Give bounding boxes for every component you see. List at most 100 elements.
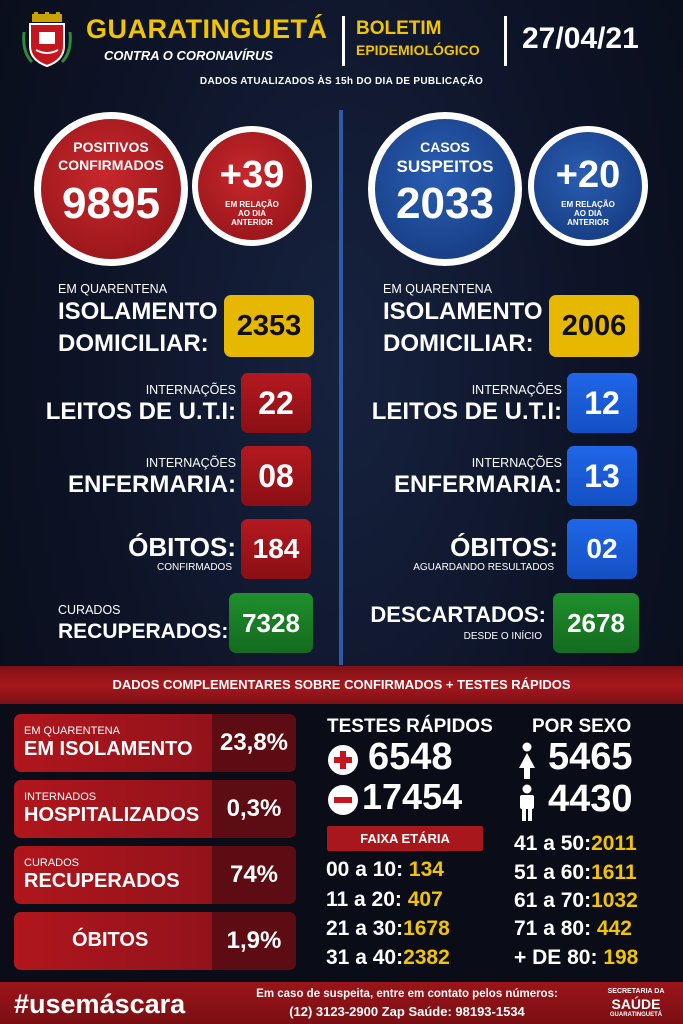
tests-title: TESTES RÁPIDOS: [327, 716, 493, 737]
sex-male-value: 4430: [548, 778, 633, 820]
suspected-delta-circle: +20 EM RELAÇÃO AO DIA ANTERIOR: [528, 126, 648, 246]
age-label: 21 a 30:: [326, 917, 404, 940]
right-obitos-label: ÓBITOS:: [450, 532, 558, 562]
age-label: 00 a 10:: [326, 858, 404, 881]
suspected-delta-value: +20: [555, 154, 621, 196]
delta-note-3: ANTERIOR: [231, 218, 273, 227]
plus-circle-icon: [328, 745, 358, 775]
delta-note-1: EM RELAÇÃO: [561, 200, 615, 209]
delta-note-3: ANTERIOR: [567, 218, 609, 227]
right-enf-value: 13: [567, 446, 637, 506]
age-row: 71 a 80: 442: [514, 917, 632, 941]
city-name: GUARATINGUETÁ: [86, 14, 328, 44]
header-divider-2: [504, 16, 507, 66]
right-iso-value: 2006: [549, 295, 639, 357]
age-label: 31 a 40:: [326, 946, 404, 969]
right-obitos-small: AGUARDANDO RESULTADOS: [413, 562, 554, 573]
left-iso-value: 2353: [224, 295, 314, 357]
right-uti-small: INTERNAÇÕES: [471, 383, 562, 397]
age-value: 198: [603, 946, 639, 969]
right-enf-label: ENFERMARIA:: [394, 471, 562, 498]
percent-small: INTERNADOS: [24, 791, 97, 803]
secretaria-label: SECRETARIA DA: [607, 988, 665, 995]
sex-female-value: 5465: [548, 736, 633, 778]
delta-note-2: AO DIA: [574, 209, 602, 218]
left-obitos-small: CONFIRMADOS: [157, 562, 232, 573]
percent-small: EM QUARENTENA: [24, 725, 120, 737]
age-value: 442: [596, 917, 632, 940]
tests-positive-value: 6548: [368, 736, 453, 778]
right-uti-value: 12: [567, 373, 637, 433]
age-value: 1611: [591, 861, 637, 884]
footer-phone-line: (12) 3123-2900 Zap Saúde: 98193-1534: [289, 1004, 525, 1019]
age-value: 1678: [403, 917, 450, 940]
percent-value: 23,8%: [212, 714, 296, 772]
age-label: 61 a 70:: [514, 889, 592, 912]
update-note: DADOS ATUALIZADOS ÀS 15h DO DIA DE PUBLI…: [199, 76, 484, 87]
complementary-band: DADOS COMPLEMENTARES SOBRE CONFIRMADOS +…: [0, 666, 683, 704]
bulletin-subtitle: EPIDEMIOLÓGICO: [356, 42, 480, 58]
sex-title: POR SEXO: [532, 716, 632, 737]
right-uti-label: LEITOS DE U.T.I:: [371, 398, 562, 425]
percent-card-hospitalized: INTERNADOS HOSPITALIZADOS 0,3%: [14, 780, 296, 838]
percent-label: ÓBITOS: [72, 929, 149, 951]
percent-small: CURADOS: [24, 857, 80, 869]
left-iso-small: EM QUARENTENA: [58, 282, 168, 296]
left-uti-value: 22: [241, 373, 311, 433]
right-iso-label-2: DOMICILIAR:: [383, 330, 534, 357]
age-value: 407: [407, 888, 443, 911]
age-label: 51 a 60:: [514, 861, 592, 884]
age-label: 71 a 80:: [514, 917, 592, 940]
suspected-label-2: SUSPEITOS: [396, 157, 494, 176]
suspected-value: 2033: [396, 179, 494, 228]
confirmed-label-1: POSITIVOS: [73, 139, 149, 155]
column-divider: [339, 110, 343, 665]
right-iso-label-1: ISOLAMENTO: [383, 298, 543, 325]
age-title: FAIXA ETÁRIA: [327, 826, 483, 851]
left-iso-label-1: ISOLAMENTO: [58, 298, 218, 325]
confirmed-label-2: CONFIRMADOS: [58, 157, 164, 173]
left-cur-value: 7328: [229, 593, 313, 653]
percent-value: 74%: [212, 846, 296, 904]
hashtag: #usemáscara: [14, 989, 186, 1019]
delta-note-1: EM RELAÇÃO: [225, 200, 279, 209]
percent-label: RECUPERADOS: [24, 870, 180, 892]
age-label: 11 a 20:: [326, 888, 402, 911]
age-value: 2382: [403, 946, 450, 969]
left-uti-label: LEITOS DE U.T.I:: [45, 398, 236, 425]
confirmed-delta-circle: +39 EM RELAÇÃO AO DIA ANTERIOR: [192, 126, 312, 246]
confirmed-circle: POSITIVOS CONFIRMADOS 9895: [34, 112, 188, 266]
secretaria-city: GUARATINGUETÁ: [609, 1012, 663, 1018]
age-label: 41 a 50:: [514, 832, 592, 855]
right-desc-label: DESCARTADOS:: [370, 602, 546, 627]
left-enf-label: ENFERMARIA:: [68, 471, 236, 498]
confirmed-delta-value: +39: [219, 154, 285, 196]
right-enf-small: INTERNAÇÕES: [471, 456, 562, 470]
bulletin-date: 27/04/21: [522, 22, 639, 55]
male-icon: [520, 784, 534, 821]
age-row: 51 a 60:1611: [514, 861, 637, 885]
right-obitos-value: 02: [567, 519, 637, 579]
left-obitos-value: 184: [241, 519, 311, 579]
age-row: 21 a 30:1678: [326, 917, 450, 941]
footer-contact-line: Em caso de suspeita, entre em contato pe…: [256, 988, 558, 1000]
minus-circle-icon: [328, 785, 358, 815]
age-value: 1032: [591, 889, 638, 912]
suspected-label-1: CASOS: [420, 139, 470, 155]
bulletin-title: BOLETIM: [356, 18, 442, 39]
secretaria-name: SAÚDE: [611, 996, 661, 1012]
confirmed-value: 9895: [62, 179, 160, 228]
right-desc-small: DESDE O INÍCIO: [463, 631, 542, 642]
age-row: 11 a 20: 407: [326, 888, 443, 912]
header-divider: [342, 16, 345, 66]
age-row: 00 a 10: 134: [326, 858, 444, 882]
suspected-circle: CASOS SUSPEITOS 2033: [368, 112, 522, 266]
footer: [0, 982, 683, 1024]
percent-card-deaths: ÓBITOS 1,9%: [14, 912, 296, 970]
right-iso-small: EM QUARENTENA: [383, 282, 493, 296]
percent-value: 1,9%: [212, 912, 296, 970]
left-uti-small: INTERNAÇÕES: [145, 383, 236, 397]
percent-label: HOSPITALIZADOS: [24, 804, 200, 826]
left-obitos-label: ÓBITOS:: [128, 532, 236, 562]
delta-note-2: AO DIA: [238, 209, 266, 218]
